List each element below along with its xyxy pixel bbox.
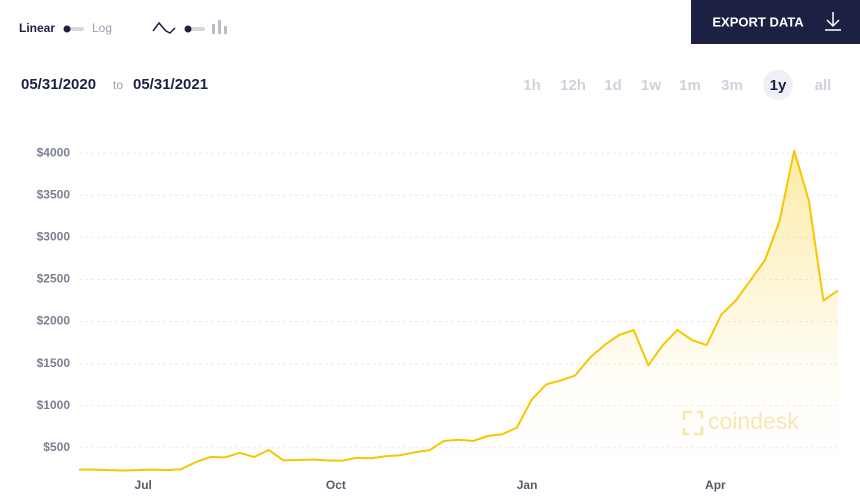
y-tick-label: $1500 — [37, 356, 71, 370]
line — [79, 149, 839, 472]
export-button[interactable] — [691, 0, 860, 44]
range-button[interactable]: 3m — [721, 77, 743, 94]
range-button[interactable]: 1w — [641, 77, 661, 94]
range-button[interactable]: 1h — [523, 77, 541, 94]
x-tick-label: Oct — [326, 478, 346, 492]
download-icon — [825, 12, 841, 31]
x-tick-label: Apr — [705, 478, 726, 492]
y-tick-label: $2000 — [37, 314, 71, 328]
y-tick-label: $1000 — [37, 398, 71, 412]
scale-linear[interactable]: Linear — [19, 21, 55, 35]
date-separator: to — [113, 78, 123, 92]
range-button[interactable]: 1d — [604, 77, 622, 94]
type-toggle-knob — [184, 25, 192, 33]
y-tick-label: $4000 — [37, 145, 71, 159]
range-selected-bg — [763, 70, 793, 100]
date-to[interactable]: 05/31/2021 — [133, 76, 208, 93]
range-button[interactable]: 1m — [679, 77, 701, 94]
x-tick-label: Jul — [135, 478, 152, 492]
bar-icon[interactable] — [212, 20, 227, 34]
y-tick-label: $500 — [43, 440, 70, 454]
range-button[interactable]: 1y — [770, 77, 787, 94]
y-tick-label: $3000 — [37, 230, 71, 244]
date-from[interactable]: 05/31/2020 — [21, 76, 96, 93]
export-label: EXPORT DATA — [712, 14, 804, 29]
y-tick-label: $2500 — [37, 272, 71, 286]
scale-log[interactable]: Log — [92, 21, 112, 35]
area — [79, 150, 838, 473]
y-tick-label: $3500 — [37, 187, 71, 201]
scale-toggle-knob — [63, 25, 71, 33]
range-button[interactable]: all — [815, 77, 832, 94]
line-icon[interactable] — [152, 21, 176, 34]
range-button[interactable]: 12h — [560, 77, 586, 94]
x-tick-label: Jan — [517, 478, 538, 492]
